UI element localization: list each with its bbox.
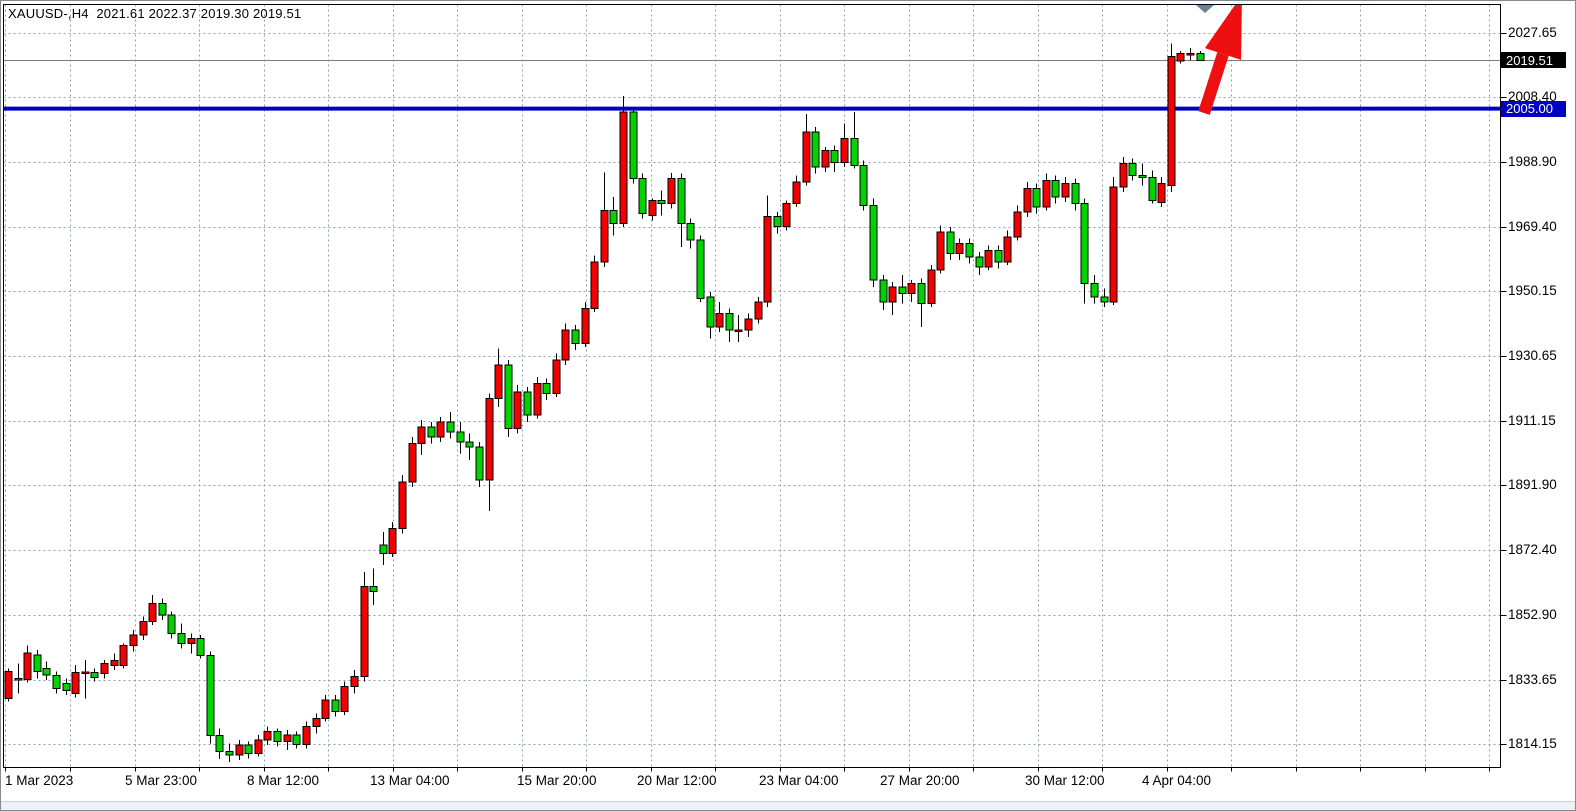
- price-axis[interactable]: 2027.65 2008.40 1988.90 1969.40 1950.15 1930.…: [1501, 0, 1576, 768]
- time-label: 13 Mar 04:00: [370, 773, 450, 788]
- bid-price-badge: 2019.51: [1501, 52, 1566, 69]
- price-label: 1891.90: [1508, 477, 1557, 493]
- price-label: 1872.40: [1508, 542, 1557, 558]
- axis-ticks: [5, 33, 1507, 772]
- time-axis[interactable]: 1 Mar 2023 5 Mar 23:00 8 Mar 12:00 13 Mar 0…: [0, 768, 1576, 800]
- price-label: 1950.15: [1508, 283, 1557, 299]
- plot-area[interactable]: [4, 0, 1501, 768]
- price-label: 1833.65: [1508, 671, 1557, 687]
- time-label: 5 Mar 23:00: [125, 773, 198, 788]
- time-label: 1 Mar 2023: [5, 773, 74, 788]
- grid-layer: [4, 5, 1500, 767]
- time-label: 20 Mar 12:00: [637, 773, 717, 788]
- price-label: 1911.15: [1508, 413, 1556, 429]
- time-label: 4 Apr 04:00: [1142, 773, 1212, 788]
- hline-price-badge: 2005.00: [1501, 100, 1566, 117]
- price-label: 1814.15: [1508, 736, 1557, 752]
- time-label: 27 Mar 20:00: [880, 773, 960, 788]
- price-label: 1852.90: [1508, 607, 1557, 623]
- price-label: 2008.40: [1508, 89, 1557, 105]
- time-label: 30 Mar 12:00: [1025, 773, 1105, 788]
- candles-layer: [4, 43, 1205, 762]
- time-label: 8 Mar 12:00: [247, 773, 320, 788]
- chart-title: XAUUSD-,H4 2021.61 2022.37 2019.30 2019.…: [8, 6, 302, 21]
- chart-shift-marker-icon[interactable]: [1196, 5, 1214, 13]
- price-label: 1930.65: [1508, 348, 1557, 364]
- price-label: 2027.65: [1508, 25, 1557, 41]
- price-label: 1969.40: [1508, 219, 1557, 235]
- time-label: 15 Mar 20:00: [517, 773, 597, 788]
- time-label: 23 Mar 04:00: [759, 773, 839, 788]
- trend-arrow[interactable]: [1198, 0, 1242, 115]
- plot-border: [3, 4, 1501, 768]
- status-strip: [0, 801, 1576, 811]
- price-label: 1988.90: [1508, 154, 1557, 170]
